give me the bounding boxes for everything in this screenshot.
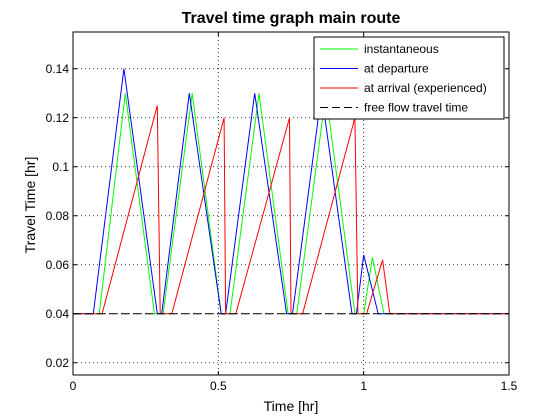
x-tick-label: 1 xyxy=(360,379,367,393)
legend: instantaneous at departure at arrival (exp… xyxy=(313,36,505,120)
y-axis-label: Travel Time [hr] xyxy=(22,157,38,254)
y-tick-label: 0.12 xyxy=(46,111,70,125)
series-layer xyxy=(73,68,509,315)
series-line-1 xyxy=(73,93,509,315)
x-tick-label: 0 xyxy=(70,379,77,393)
tick-layer: 0 0.5 1 1.5 0.02 0.04 0.06 0.08 0.1 0.12 0.14 xyxy=(46,32,518,393)
y-tick-label: 0.02 xyxy=(46,356,70,370)
legend-label: instantaneous xyxy=(364,42,439,56)
x-tick-label: 1.5 xyxy=(501,379,518,393)
y-tick-label: 0.06 xyxy=(46,258,70,272)
chart-title: Travel time graph main route xyxy=(182,10,401,27)
y-tick-label: 0.08 xyxy=(46,209,70,223)
y-tick-label: 0.14 xyxy=(46,62,70,76)
legend-label: at arrival (experienced) xyxy=(364,81,487,95)
x-tick-label: 0.5 xyxy=(210,379,227,393)
series-line-2 xyxy=(73,68,509,315)
legend-label: free flow travel time xyxy=(364,101,468,115)
series-line-3 xyxy=(73,105,509,315)
plot-frame xyxy=(72,31,510,376)
legend-label: at departure xyxy=(364,62,429,76)
y-tick-label: 0.1 xyxy=(52,160,69,174)
legend-box xyxy=(313,36,505,120)
x-axis-label: Time [hr] xyxy=(264,398,319,414)
y-tick-label: 0.04 xyxy=(46,307,70,321)
